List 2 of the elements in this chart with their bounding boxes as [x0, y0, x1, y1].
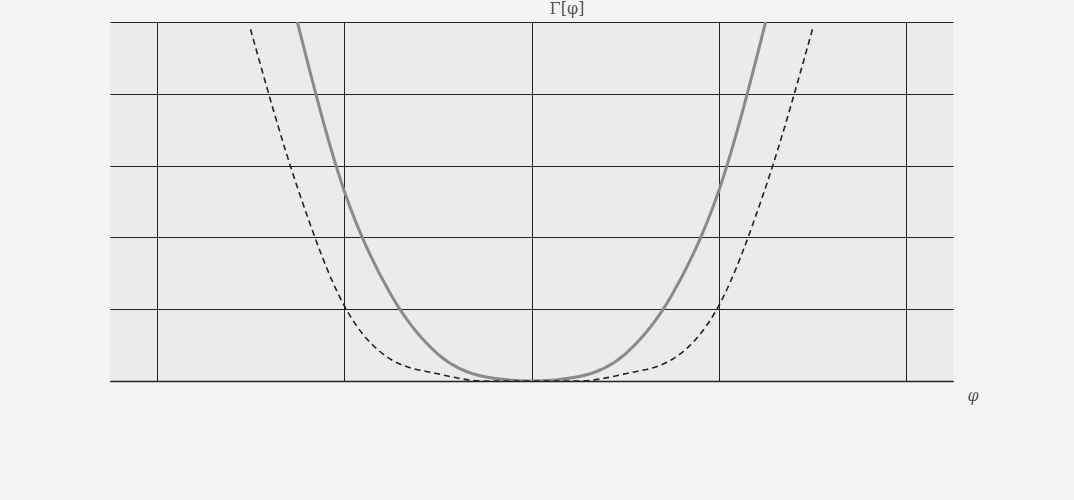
- y-axis-title: Γ[φ]: [549, 0, 585, 18]
- x-axis-title: φ: [967, 385, 980, 405]
